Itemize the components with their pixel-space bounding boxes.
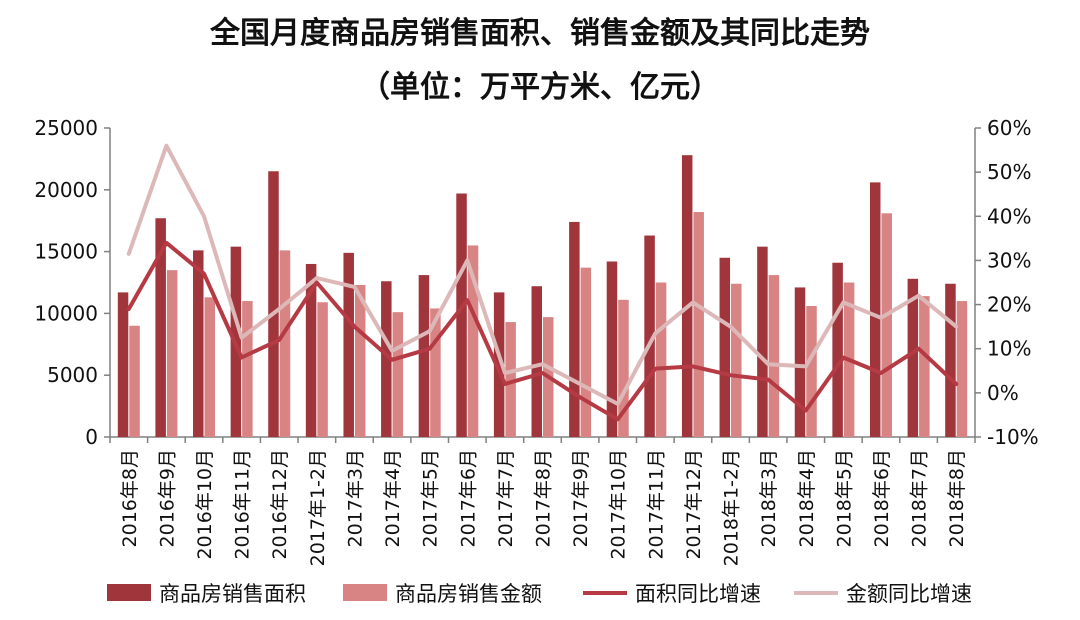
bar-sales-amount [430,308,441,437]
bar-sales-amount [580,267,592,437]
bar-sales-amount [279,250,291,437]
x-tick-label: 2018年4月 [796,449,818,547]
bar-sales-area [418,275,430,437]
bar-sales-amount [618,299,629,437]
legend-sales-area-swatch [107,584,151,601]
right-tick-label: 60% [987,116,1031,140]
bar-sales-amount [317,302,328,437]
bar-sales-area [155,218,166,437]
bar-sales-area [343,252,354,437]
x-tick-label: 2017年12月 [683,449,705,560]
left-tick-label: 15000 [34,240,98,264]
right-tick-label: -10% [987,425,1039,449]
left-tick-label: 0 [85,425,98,449]
x-tick-label: 2018年3月 [758,449,780,547]
x-tick-label: 2018年8月 [946,449,968,547]
bar-sales-amount [242,301,253,437]
bar-sales-area [832,262,843,437]
x-tick-label: 2017年1-2月 [307,449,329,566]
bar-sales-amount [354,284,366,437]
line-area-growth [126,240,959,422]
bar-sales-area [757,246,768,437]
legend-area-growth-label: 面积同比增速 [635,582,761,606]
legend-sales-amount-swatch [343,584,387,601]
bar-sales-area [456,193,467,437]
bar-sales-area [681,155,693,437]
x-tick-label: 2017年5月 [420,449,442,547]
left-tick-label: 5000 [47,363,98,387]
bar-sales-amount [467,245,479,437]
legend-sales-amount-label: 商品房销售金额 [395,582,542,606]
bar-sales-amount [881,213,892,437]
bar-sales-area [381,281,392,437]
bar-sales-area [719,257,731,437]
right-tick-label: 50% [987,160,1031,184]
right-tick-label: 20% [987,293,1031,317]
bar-sales-amount [919,296,930,437]
left-tick-label: 10000 [34,301,98,325]
x-tick-label: 2018年6月 [871,449,893,547]
left-tick-label: 20000 [34,178,98,202]
bar-sales-area [493,292,505,437]
right-tick-label: 40% [987,204,1031,228]
x-tick-label: 2017年8月 [533,449,555,547]
x-tick-label: 2017年3月 [344,449,366,547]
x-tick-label: 2016年8月 [119,449,141,547]
x-tick-label: 2017年9月 [570,449,592,547]
bar-sales-area [907,278,919,437]
x-tick-label: 2016年11月 [232,449,254,560]
bar-sales-amount [392,312,404,437]
x-tick-label: 2016年9月 [156,449,178,547]
bar-sales-amount [693,212,704,437]
bar-sales-amount [505,322,516,437]
bar-sales-amount [956,301,968,437]
x-tick-label: 2017年7月 [495,449,517,547]
bar-sales-amount [806,305,817,437]
x-tick-label: 2017年4月 [382,449,404,547]
x-tick-label: 2018年5月 [833,449,855,547]
x-tick-label: 2017年11月 [645,449,667,560]
bar-sales-amount [129,325,140,437]
bar-sales-area [794,287,806,437]
bar-sales-area [869,182,881,437]
bar-sales-area [644,235,655,437]
bar-sales-area [117,292,129,437]
x-tick-label: 2018年7月 [909,449,931,547]
x-tick-label: 2018年1-2月 [721,449,743,566]
legend-amount-growth-label: 金额同比增速 [846,582,972,606]
bar-sales-area [569,221,580,437]
bar-sales-area [606,261,618,437]
bar-sales-area [268,171,279,437]
x-tick-label: 2016年10月 [194,449,216,560]
x-tick-label: 2017年6月 [457,449,479,547]
bar-sales-amount [166,270,178,437]
bar-sales-area [305,263,317,437]
legend-sales-area-label: 商品房销售面积 [159,582,306,606]
x-tick-label: 2016年12月 [269,449,291,560]
line-amount-growth [126,143,959,406]
bar-sales-area [945,283,956,437]
left-tick-label: 25000 [34,116,98,140]
bar-sales-amount [655,282,667,437]
right-tick-label: 0% [987,381,1019,405]
bar-sales-amount [731,283,742,437]
chart-title: 全国月度商品房销售面积、销售金额及其同比走势 [210,16,870,51]
x-tick-label: 2017年10月 [608,449,630,560]
bar-sales-amount [768,275,780,437]
right-tick-label: 30% [987,248,1031,272]
bar-sales-area [531,286,542,437]
chart-subtitle: （单位：万平方米、亿元） [360,70,720,105]
bar-sales-area [193,250,204,437]
right-tick-label: 10% [987,337,1031,361]
bar-sales-amount [204,297,216,437]
